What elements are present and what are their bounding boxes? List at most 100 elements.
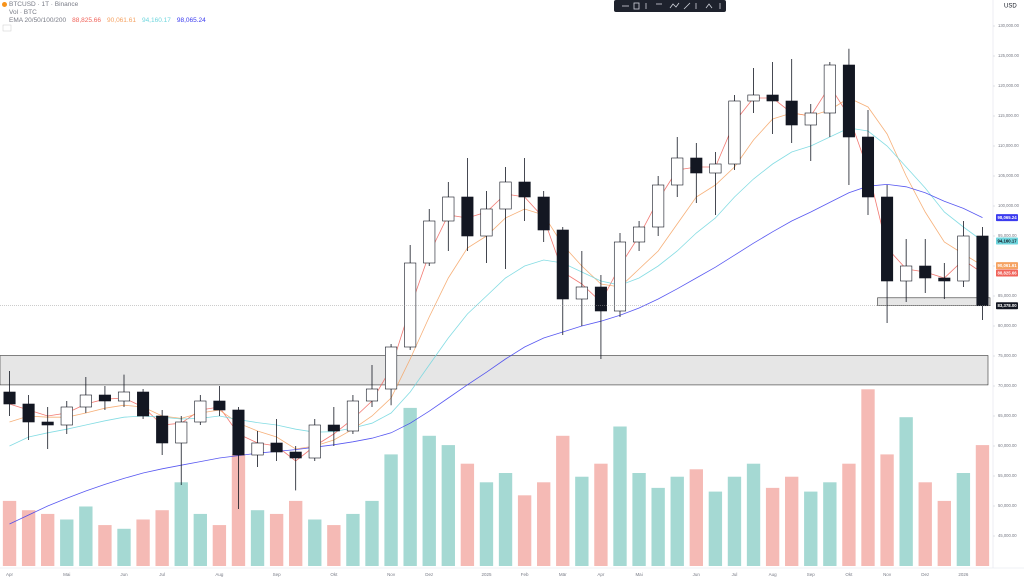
volume-bar <box>231 454 246 566</box>
candle-body <box>117 391 131 402</box>
volume-bar <box>918 482 932 566</box>
symbol-legend: BTCUSD · 1T · Binance <box>9 1 81 8</box>
candle-body <box>594 286 607 312</box>
y-tick-label: 45,000.00 <box>998 533 1017 538</box>
y-tick-label: 110,000.00 <box>998 143 1019 148</box>
volume-bar <box>765 487 780 566</box>
x-tick-label: Mär <box>559 572 567 577</box>
x-tick-label: Nov <box>387 572 396 577</box>
y-tick-label: 125,000.00 <box>998 53 1020 58</box>
candle-body <box>766 94 779 102</box>
price-axis <box>993 12 1024 568</box>
x-tick-label: Dez <box>921 572 930 577</box>
y-tick-label: 65,000.00 <box>998 413 1017 418</box>
volume-bar <box>651 487 665 566</box>
candle-body <box>346 400 359 432</box>
price-tag-label: 88,825.66 <box>998 270 1018 275</box>
volume-bar <box>594 463 608 566</box>
price-tag <box>996 302 1018 310</box>
y-tick-label: 105,000.00 <box>998 173 1020 178</box>
tool-rect[interactable] <box>633 2 640 10</box>
candle-body <box>3 391 16 405</box>
candle-body <box>251 442 264 456</box>
candle-body <box>137 391 150 417</box>
symbol-logo <box>2 2 7 7</box>
candle-body <box>308 424 321 459</box>
candle-body <box>499 181 512 210</box>
candle-body <box>327 424 340 432</box>
candle-body <box>861 136 875 198</box>
volume-bar <box>212 525 227 566</box>
candle-body <box>613 241 627 312</box>
candle-body <box>194 400 207 423</box>
tool-trend[interactable] <box>683 2 691 10</box>
y-tick-label: 120,000.00 <box>998 83 1020 88</box>
y-tick-label: 100,000.00 <box>998 203 1020 208</box>
price-tag-label: 83,378.00 <box>998 303 1018 308</box>
ema-line <box>9 85 983 462</box>
x-tick-label: Okt <box>330 572 338 577</box>
y-tick-label: 115,000.00 <box>998 113 1019 118</box>
price-tag-label: 90,061.61 <box>998 263 1018 268</box>
ema-value: 94,160.17 <box>141 17 171 24</box>
collapse-button[interactable] <box>2 24 12 32</box>
ema-value: 90,061.61 <box>107 17 136 24</box>
x-tick-label: Nov <box>883 572 892 577</box>
x-tick-label: Jul <box>159 572 165 577</box>
candle-body <box>747 94 760 102</box>
volume-bar <box>727 476 742 566</box>
candle-body <box>900 265 913 282</box>
price-tag <box>996 237 1018 245</box>
volume-bar <box>899 417 913 566</box>
volume-bar <box>880 454 894 566</box>
volume-bar <box>670 476 684 566</box>
ema-line <box>9 97 983 450</box>
y-tick-label: 60,000.00 <box>998 443 1017 448</box>
volume-bar <box>98 525 112 566</box>
candle-body <box>175 421 188 444</box>
volume-bar <box>689 469 703 566</box>
volume-bar <box>517 495 532 566</box>
candle-body <box>156 415 169 444</box>
y-tick-label: 85,000.00 <box>998 293 1017 298</box>
volume-bar <box>346 513 360 566</box>
price-tag <box>996 214 1018 222</box>
x-tick-label: Jun <box>693 572 701 577</box>
volume-bar <box>537 482 551 566</box>
volume-bar <box>117 528 131 566</box>
candle-body <box>213 400 226 411</box>
price-tag-label: 98,065.24 <box>998 215 1018 220</box>
symbol: BTCUSD · 1T · Binance <box>9 1 79 8</box>
x-tick-label: Feb <box>521 572 529 577</box>
volume-bar <box>250 510 265 566</box>
y-tick-label: 50,000.00 <box>998 503 1017 508</box>
candle-body <box>633 226 646 243</box>
volume-bar <box>174 482 188 566</box>
candle-body <box>785 100 798 126</box>
tool-path[interactable] <box>669 2 680 9</box>
candle-body <box>41 421 54 426</box>
y-tick-label: 55,000.00 <box>998 473 1017 478</box>
volume-bar <box>746 463 761 566</box>
candle-body <box>709 163 722 174</box>
volume-bar <box>785 476 799 566</box>
currency[interactable]: USD <box>1004 4 1017 10</box>
tool-pattern[interactable] <box>705 3 713 9</box>
volume-bar <box>804 491 818 566</box>
x-tick-label: Aug <box>215 572 224 577</box>
price-tag-label: 94,160.17 <box>998 238 1018 243</box>
ema-value: 88,825.66 <box>72 17 102 24</box>
volume-bar <box>289 500 303 566</box>
volume-bar <box>2 500 17 566</box>
candle-body <box>728 100 741 165</box>
candle-body <box>289 451 302 459</box>
ema-line <box>9 127 983 447</box>
ema-line <box>9 183 983 525</box>
volume-bar <box>956 473 971 566</box>
volume-bar <box>556 435 570 566</box>
volume-bar <box>937 500 951 566</box>
volume-bar <box>384 454 398 566</box>
price-zone <box>877 297 991 306</box>
volume-bar <box>193 513 207 566</box>
